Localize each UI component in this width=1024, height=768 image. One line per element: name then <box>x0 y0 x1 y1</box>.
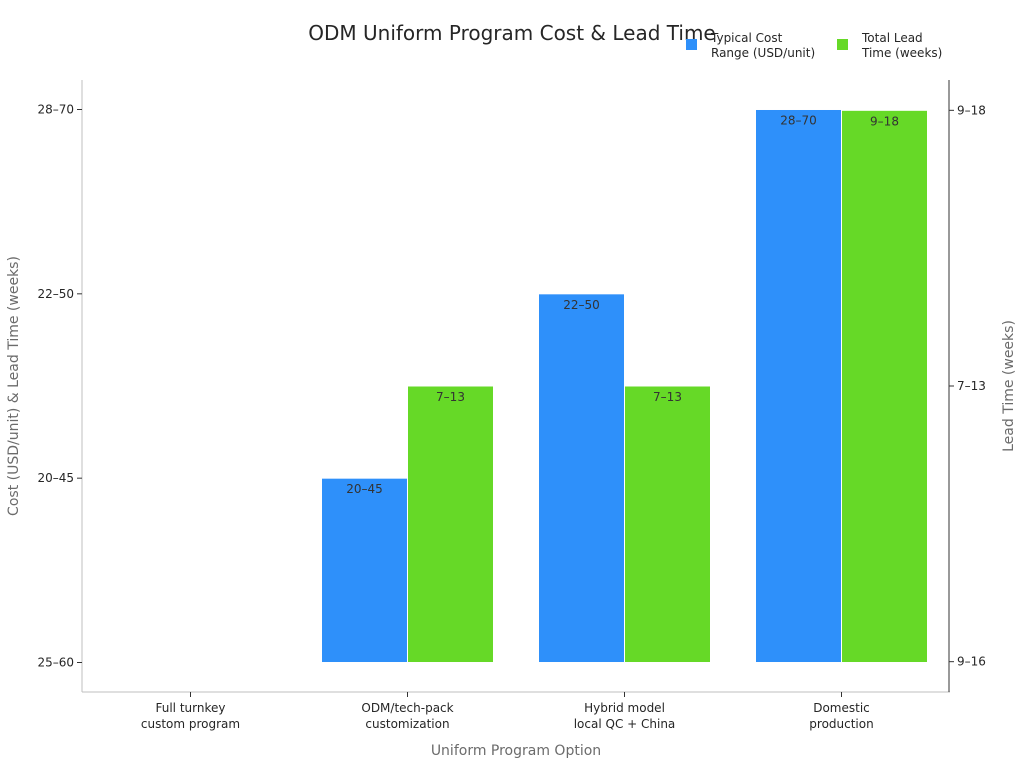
left-axis-ticks: 25–60 20–45 22–50 28–70 <box>37 102 82 670</box>
legend-swatch-1 <box>837 39 848 50</box>
y-axis-title-left: Cost (USD/unit) & Lead Time (weeks) <box>6 256 22 516</box>
legend-label-1: Total Lead Time (weeks) <box>861 31 942 60</box>
left-tick-label: 22–50 <box>37 287 74 301</box>
bar-group <box>190 108 928 664</box>
data-label-s0-c2: 22–50 <box>563 298 600 312</box>
data-label-s0-c1: 20–45 <box>346 482 383 496</box>
x-axis-title: Uniform Program Option <box>431 743 601 759</box>
left-tick-label: 28–70 <box>37 102 74 116</box>
data-label-s1-c1: 7–13 <box>436 390 465 404</box>
x-tick-label: ODM/tech-pack customization <box>361 701 453 731</box>
legend-label-0: Typical Cost Range (USD/unit) <box>710 31 815 60</box>
data-label-s0-c3: 28–70 <box>780 113 817 127</box>
bar-s0-c3 <box>755 108 842 664</box>
bar-s1-c3 <box>841 109 928 664</box>
x-tick-label: Domestic production <box>809 701 873 731</box>
x-tick-label: Hybrid model local QC + China <box>574 701 676 731</box>
data-label-s1-c3: 9–18 <box>870 114 899 128</box>
data-label-group: 20–45 22–50 28–70 7–13 7–13 9–18 <box>346 113 899 496</box>
bar-s1-c0 <box>190 661 277 664</box>
legend-swatch-0 <box>686 39 697 50</box>
bar-s1-c1 <box>407 385 494 664</box>
data-label-s1-c2: 7–13 <box>653 390 682 404</box>
y-axis-title-right: Lead Time (weeks) <box>1001 320 1017 452</box>
legend: Typical Cost Range (USD/unit) Total Lead Ti… <box>686 31 942 60</box>
left-tick-label: 25–60 <box>37 656 74 670</box>
x-tick-label: Full turnkey custom program <box>141 701 240 731</box>
right-tick-label: 9–16 <box>957 655 986 669</box>
right-axis-ticks: 9–16 7–13 9–18 <box>949 103 986 669</box>
bar-s1-c2 <box>624 385 711 664</box>
bar-s0-c2 <box>538 293 625 664</box>
right-tick-label: 7–13 <box>957 379 986 393</box>
bar-s0-c1 <box>321 477 408 664</box>
x-axis-ticks: Full turnkey custom program ODM/tech-pack c… <box>141 692 874 731</box>
right-tick-label: 9–18 <box>957 103 986 117</box>
left-tick-label: 20–45 <box>37 471 74 485</box>
chart-title: ODM Uniform Program Cost & Lead Time <box>308 21 715 45</box>
